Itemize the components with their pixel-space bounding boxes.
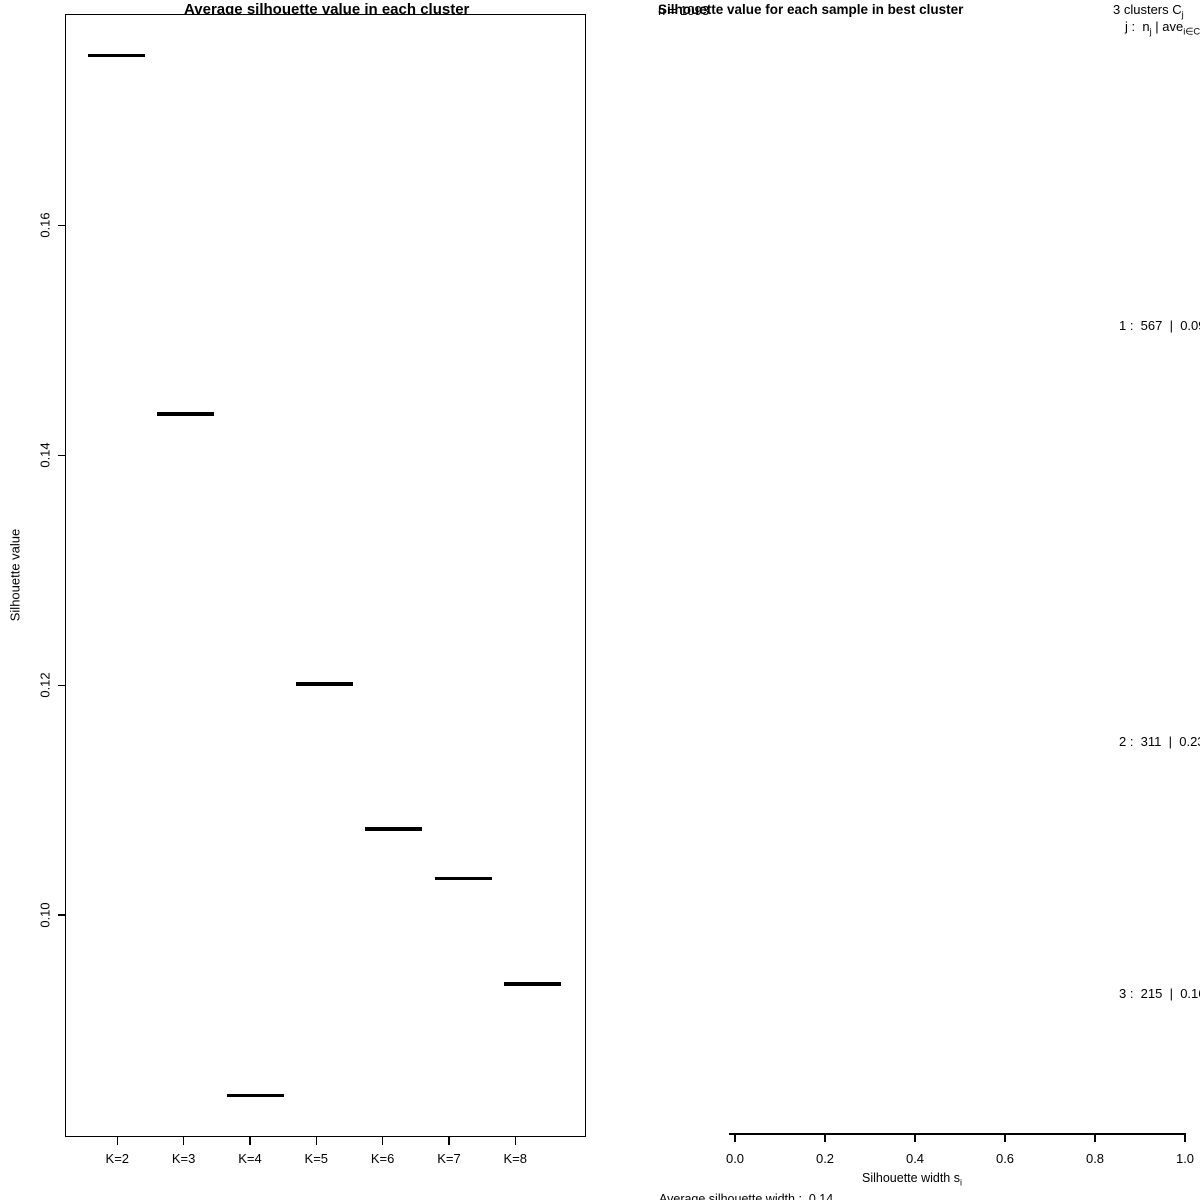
y-tick <box>57 684 65 687</box>
cluster-formula-annotation: j : nj | avei∈Cj si <box>1125 19 1200 37</box>
cluster-count-text: 3 clusters C <box>1113 2 1182 17</box>
formula-subscript: i∈Cj <box>1183 26 1200 37</box>
left-plot-area <box>65 14 586 1137</box>
x-tick-label: 0.6 <box>995 1151 1015 1166</box>
avg-silhouette-segment-K=5 <box>295 682 353 686</box>
x-tick <box>249 1137 251 1145</box>
avg-silhouette-segment-K=8 <box>503 982 561 986</box>
x-tick <box>1094 1134 1096 1142</box>
x-tick-label: K=3 <box>171 1151 196 1166</box>
formula-part: j : n <box>1125 19 1150 34</box>
cluster-count-annotation: 3 clusters Cj <box>1113 2 1184 20</box>
sample-count-annotation: n = 1093 <box>658 3 709 18</box>
x-tick-label: 1.0 <box>1175 1151 1195 1166</box>
x-tick-label: 0.8 <box>1085 1151 1105 1166</box>
x-axis-line <box>729 1133 1186 1135</box>
y-tick <box>57 454 65 457</box>
avg-silhouette-segment-K=4 <box>226 1093 284 1098</box>
x-tick-label: 0.0 <box>725 1151 745 1166</box>
x-tick-label: K=8 <box>503 1151 528 1166</box>
x-tick-label: 0.4 <box>905 1151 925 1166</box>
x-tick-label: K=5 <box>304 1151 329 1166</box>
cluster-1-summary: 1 : 567 | 0.09 <box>1119 318 1200 333</box>
x-tick <box>381 1137 384 1145</box>
x-tick <box>824 1134 826 1142</box>
x-tick <box>182 1137 185 1145</box>
avg-silhouette-segment-K=6 <box>365 827 423 831</box>
x-tick <box>315 1137 318 1145</box>
right-chart-title: Silhouette value for each sample in best… <box>658 2 964 17</box>
cluster-3-summary: 3 : 215 | 0.16 <box>1119 986 1200 1001</box>
cluster-count-subscript: j <box>1181 9 1184 20</box>
x-tick-label: K=4 <box>238 1151 262 1166</box>
y-tick <box>57 224 65 227</box>
right-x-axis-label: Silhouette width si <box>862 1171 962 1188</box>
formula-part: | ave <box>1151 19 1184 34</box>
x-tick-label: K=6 <box>370 1151 395 1166</box>
avg-silhouette-segment-K=7 <box>434 876 492 881</box>
x-tick <box>1004 1134 1006 1142</box>
x-tick <box>914 1134 916 1142</box>
x-axis-label-text: Silhouette width s <box>862 1171 960 1185</box>
cluster-2-summary: 2 : 311 | 0.23 <box>1119 734 1200 749</box>
x-tick-label: 0.2 <box>815 1151 835 1166</box>
x-axis-label-subscript: i <box>959 1177 962 1188</box>
avg-silhouette-segment-K=2 <box>88 53 145 58</box>
x-tick <box>734 1134 736 1142</box>
left-chart-title: Average silhouette value in each cluster <box>184 1 470 18</box>
formula-subscript: j <box>1149 26 1152 37</box>
x-tick-label: K=2 <box>105 1151 130 1166</box>
x-tick <box>448 1137 450 1145</box>
y-tick <box>57 914 65 916</box>
x-tick <box>116 1137 119 1145</box>
x-tick-label: K=7 <box>437 1151 461 1166</box>
average-width-annotation: Average silhouette width : 0.14 <box>659 1192 834 1200</box>
x-tick <box>514 1137 517 1145</box>
x-tick <box>1184 1134 1186 1142</box>
avg-silhouette-segment-K=3 <box>157 412 215 416</box>
